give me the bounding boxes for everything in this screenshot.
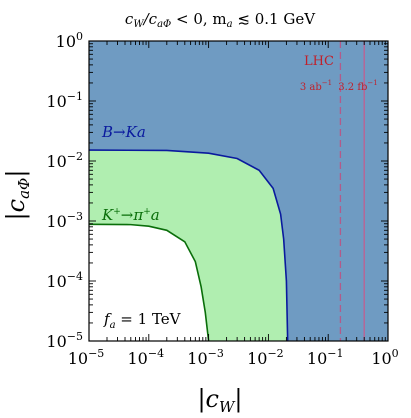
x-tick-label: 10−5 [68, 347, 105, 368]
y-ticks: 10−5 10−4 10−3 10−2 10−1 100 [46, 30, 388, 351]
frame-rect [88, 40, 389, 342]
y-tick-label: 100 [56, 30, 83, 51]
lhc-3ab-label: 3 ab−1 [300, 79, 332, 93]
x-tick-label: 10−2 [247, 347, 284, 368]
y-tick-label: 10−5 [46, 330, 83, 351]
region-label-k-to-pi-a: K+→π+a [101, 206, 160, 224]
chart-title: cW/caΦ < 0, ma ≲ 0.1 GeV [125, 10, 316, 30]
plot-frame [88, 40, 389, 342]
fa-annotation: fa = 1 TeV [103, 310, 182, 331]
x-ticks: 10−5 10−4 10−3 10−2 10−1 100 [68, 41, 399, 368]
lhc-label: LHC [304, 54, 334, 69]
y-axis-label: |caΦ| [2, 170, 33, 221]
y-tick-label: 10−2 [46, 150, 83, 171]
region-label-b-to-ka: B→Ka [101, 123, 146, 141]
region-fill-0 [89, 41, 388, 341]
x-tick-label: 100 [371, 347, 398, 368]
exclusion-regions [88, 41, 388, 342]
region-boundary-0 [88, 149, 289, 342]
x-tick-label: 10−4 [128, 347, 165, 368]
y-tick-label: 10−4 [46, 270, 83, 291]
x-axis-label: |cW| [197, 385, 242, 416]
x-tick-label: 10−3 [187, 347, 224, 368]
region-group-0 [88, 41, 388, 342]
x-tick-label: 10−1 [307, 347, 344, 368]
lhc-32fb-label: 3.2 fb−1 [338, 79, 378, 93]
y-tick-label: 10−3 [46, 210, 83, 231]
region-boundary-1 [88, 223, 210, 342]
lhc-lines [339, 41, 365, 341]
y-tick-label: 10−1 [46, 90, 83, 111]
